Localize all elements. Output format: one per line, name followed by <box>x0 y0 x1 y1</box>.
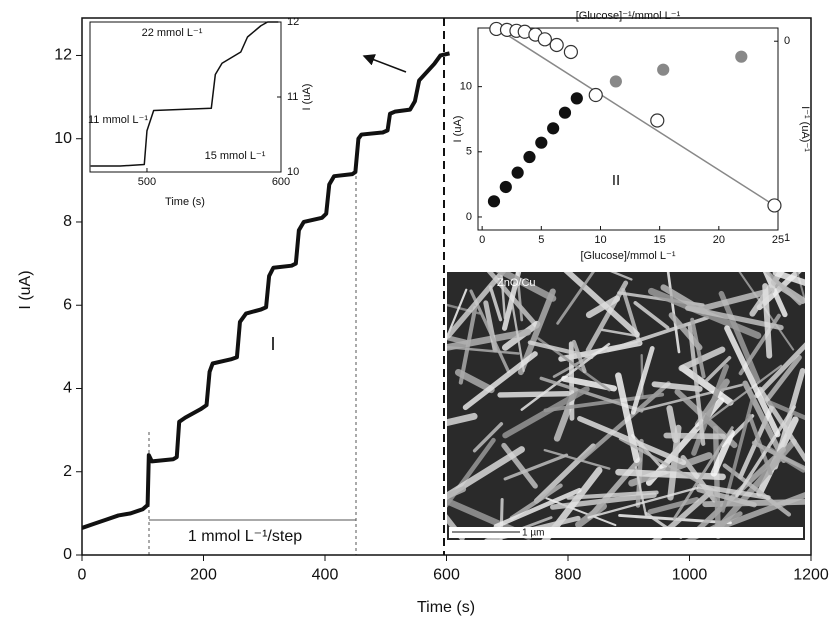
y-tick-label: 12 <box>54 47 72 64</box>
x2-axis-label: [Glucose]⁻¹/mmol L⁻¹ <box>576 10 681 22</box>
x-tick-label: 800 <box>555 567 582 584</box>
y2-tick-label: 0 <box>784 35 790 47</box>
data-point <box>657 63 670 76</box>
data-point <box>609 75 622 88</box>
data-point <box>538 33 551 46</box>
data-point <box>499 180 512 193</box>
y-tick-label: 10 <box>54 130 72 147</box>
y-tick-label: 6 <box>63 296 72 313</box>
data-point <box>487 195 500 208</box>
y2-axis-label: I⁻¹ (uA)⁻¹ <box>799 106 811 152</box>
annotation: 1 mmol L⁻¹/step <box>188 528 302 545</box>
annotation: 11 mmol L⁻¹ <box>88 114 148 126</box>
needle <box>765 286 769 356</box>
figure: ZnO/Cu 1 µm 0200400600800100012000246810… <box>0 0 833 619</box>
data-point <box>558 106 571 119</box>
data-point <box>535 136 548 149</box>
x-tick-label: 600 <box>433 567 460 584</box>
x-tick-label: 25 <box>772 234 784 246</box>
x-tick-label: 1200 <box>793 567 829 584</box>
needle <box>500 394 568 395</box>
y-tick-label: 8 <box>63 213 72 230</box>
x-tick-label: 20 <box>713 234 725 246</box>
annotation: 15 mmol L⁻¹ <box>205 150 266 162</box>
x-tick-label: 1000 <box>672 567 708 584</box>
y-tick-label: 12 <box>287 16 299 28</box>
data-point <box>547 122 560 135</box>
sem-image <box>413 228 833 569</box>
y-tick-label: 0 <box>466 211 472 223</box>
data-point <box>768 199 781 212</box>
x-tick-label: 0 <box>479 234 485 246</box>
needle <box>716 428 719 536</box>
x-tick-label: 15 <box>654 234 666 246</box>
annotation: I <box>270 334 275 354</box>
data-point <box>511 166 524 179</box>
x-axis-label: [Glucose]/mmol L⁻¹ <box>580 250 675 262</box>
annotation: 22 mmol L⁻¹ <box>142 27 203 39</box>
y-tick-label: 4 <box>63 380 72 397</box>
x-tick-label: 400 <box>312 567 339 584</box>
data-point <box>550 38 563 51</box>
x-tick-label: 500 <box>138 176 156 188</box>
annotation: II <box>612 172 620 189</box>
x-tick-label: 200 <box>190 567 217 584</box>
x-axis-label: Time (s) <box>417 599 475 616</box>
x-tick-label: 0 <box>78 567 87 584</box>
scale-bar-label: 1 µm <box>522 528 544 539</box>
x-tick-label: 10 <box>594 234 606 246</box>
y2-tick-label: 1 <box>784 232 790 244</box>
y-tick-label: 2 <box>63 463 72 480</box>
y-axis-label: I (uA) <box>452 116 464 143</box>
x-tick-label: 5 <box>538 234 544 246</box>
arrow <box>364 56 406 72</box>
needle <box>666 435 723 436</box>
data-point <box>589 89 602 102</box>
data-point <box>570 92 583 105</box>
y-axis-label: I (uA) <box>17 270 34 309</box>
data-point <box>735 50 748 63</box>
y-tick-label: 5 <box>466 146 472 158</box>
data-point <box>651 114 664 127</box>
y-tick-label: 10 <box>460 81 472 93</box>
data-point <box>523 151 536 164</box>
x-axis-label: Time (s) <box>165 196 205 208</box>
y-axis-label: I (uA) <box>301 84 313 111</box>
y-tick-label: 10 <box>287 166 299 178</box>
plot-frame <box>478 28 778 230</box>
y-tick-label: 11 <box>287 91 298 103</box>
image-label: ZnO/Cu <box>497 277 536 289</box>
data-point <box>564 45 577 58</box>
y-tick-label: 0 <box>63 546 72 563</box>
